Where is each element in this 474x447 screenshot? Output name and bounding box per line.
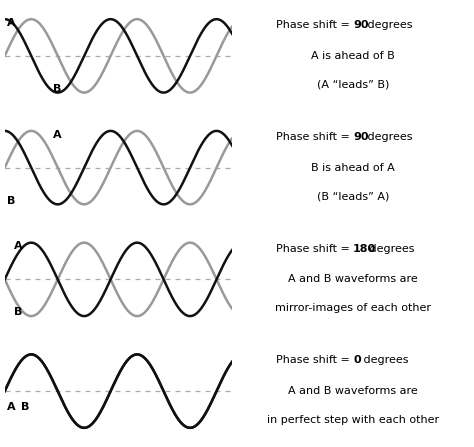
Text: B is ahead of A: B is ahead of A	[311, 163, 395, 173]
Text: 90: 90	[353, 20, 369, 30]
Text: B: B	[14, 307, 22, 317]
Text: A: A	[53, 130, 61, 140]
Text: A and B waveforms are: A and B waveforms are	[288, 386, 418, 396]
Text: A and B waveforms are: A and B waveforms are	[288, 274, 418, 284]
Text: 180: 180	[353, 244, 376, 253]
Text: 0: 0	[353, 355, 361, 365]
Text: Phase shift =: Phase shift =	[276, 132, 353, 142]
Text: Phase shift =: Phase shift =	[276, 20, 353, 30]
Text: degrees: degrees	[364, 132, 412, 142]
Text: in perfect step with each other: in perfect step with each other	[267, 415, 439, 425]
Text: (B “leads” A): (B “leads” A)	[317, 191, 389, 202]
Text: 90: 90	[353, 132, 369, 142]
Text: A is ahead of B: A is ahead of B	[311, 51, 395, 61]
Text: B: B	[7, 195, 15, 206]
Text: Phase shift =: Phase shift =	[276, 244, 353, 253]
Text: degrees: degrees	[364, 20, 412, 30]
Text: (A “leads” B): (A “leads” B)	[317, 80, 389, 90]
Text: A: A	[7, 18, 16, 28]
Text: A: A	[7, 401, 16, 412]
Text: B: B	[21, 401, 29, 412]
Text: A: A	[14, 241, 22, 252]
Text: Phase shift =: Phase shift =	[276, 355, 353, 365]
Text: mirror-images of each other: mirror-images of each other	[275, 303, 431, 313]
Text: degrees: degrees	[366, 244, 414, 253]
Text: B: B	[53, 84, 61, 94]
Text: degrees: degrees	[360, 355, 409, 365]
